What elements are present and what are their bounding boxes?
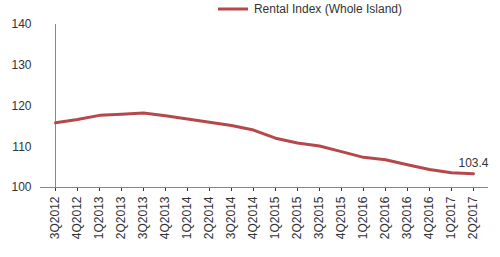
svg-text:2Q2016: 2Q2016	[378, 196, 392, 239]
svg-text:2Q2017: 2Q2017	[466, 196, 480, 239]
svg-text:110: 110	[12, 140, 31, 154]
svg-text:1Q2017: 1Q2017	[444, 196, 458, 239]
svg-text:3Q2014: 3Q2014	[224, 196, 238, 239]
svg-text:140: 140	[11, 18, 31, 31]
svg-text:2Q2014: 2Q2014	[202, 196, 216, 239]
svg-text:130: 130	[11, 58, 31, 72]
svg-text:100: 100	[11, 180, 31, 194]
svg-text:4Q2016: 4Q2016	[422, 196, 436, 239]
svg-text:3Q2015: 3Q2015	[312, 196, 326, 239]
svg-text:2Q2013: 2Q2013	[114, 196, 128, 239]
svg-text:3Q2013: 3Q2013	[136, 196, 150, 239]
svg-text:3Q2016: 3Q2016	[400, 196, 414, 239]
svg-text:1Q2013: 1Q2013	[92, 196, 106, 239]
svg-text:3Q2012: 3Q2012	[48, 196, 62, 239]
svg-text:120: 120	[11, 99, 31, 113]
svg-text:103.4: 103.4	[458, 156, 488, 170]
svg-text:2Q2015: 2Q2015	[290, 196, 304, 239]
svg-text:4Q2013: 4Q2013	[158, 196, 172, 239]
svg-text:1Q2015: 1Q2015	[268, 196, 282, 239]
svg-text:4Q2014: 4Q2014	[246, 196, 260, 239]
svg-text:4Q2012: 4Q2012	[70, 196, 84, 239]
svg-text:1Q2016: 1Q2016	[356, 196, 370, 239]
svg-text:4Q2015: 4Q2015	[334, 196, 348, 239]
svg-text:1Q2014: 1Q2014	[180, 196, 194, 239]
html-text:Rental Index (Whole Island): Rental Index (Whole Island)	[254, 2, 402, 16]
